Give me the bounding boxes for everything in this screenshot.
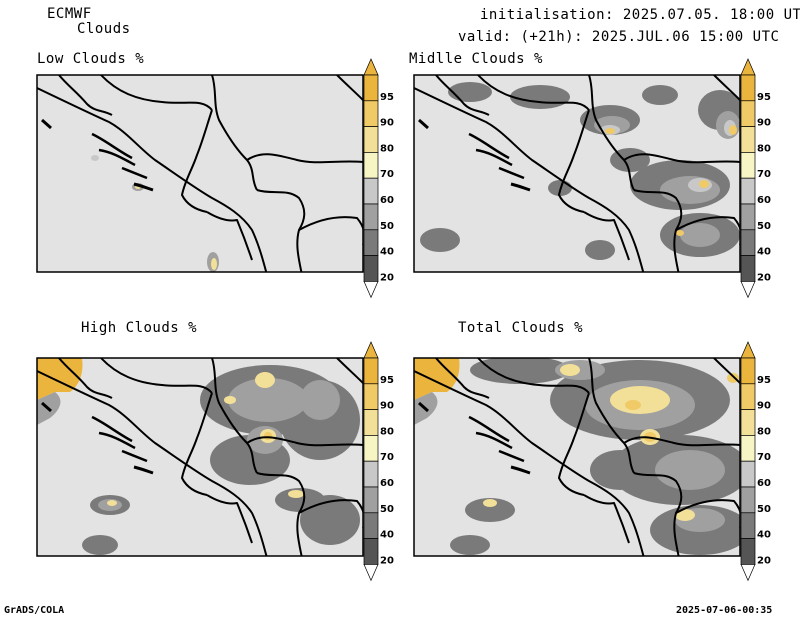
- colorbar-tick-label: 60: [757, 195, 771, 206]
- colorbar-top-right: 95 90 80 70 60 50 40 20: [740, 58, 771, 299]
- colorbar-tick-label: 50: [757, 504, 771, 515]
- product-name: Clouds: [77, 21, 131, 37]
- colorbar-tick-label: 60: [380, 195, 394, 206]
- colorbar-tick-label: 70: [757, 452, 771, 463]
- colorbar-top-arrow: [740, 341, 756, 359]
- colorbar-tick-label: 50: [380, 504, 394, 515]
- panel-title-middle: Midlle Clouds %: [409, 51, 543, 67]
- colorbar-segment: [740, 152, 756, 179]
- colorbar-tick-label: 20: [757, 555, 771, 566]
- colorbar-tick-label: 80: [380, 426, 394, 437]
- colorbar-tick-label: 20: [757, 272, 771, 283]
- colorbar-tick-label: 70: [757, 169, 771, 180]
- colorbar-segment: [740, 460, 756, 488]
- colorbar-tick-label: 40: [757, 530, 771, 541]
- colorbar-segment: [363, 460, 379, 488]
- colorbar-tick-label: 80: [757, 426, 771, 437]
- colorbar-segment: [363, 255, 379, 282]
- colorbar-segment: [740, 229, 756, 256]
- colorbar-tick-label: 40: [757, 247, 771, 258]
- colorbar-tick-label: 60: [380, 478, 394, 489]
- colorbar-segment: [363, 486, 379, 514]
- colorbar-bottom-arrow: [740, 564, 756, 582]
- model-name: ECMWF: [47, 6, 92, 22]
- footer-timestamp: 2025-07-06-00:35: [676, 605, 773, 616]
- colorbar-tick-label: 95: [757, 375, 771, 386]
- colorbar-top-arrow: [363, 341, 379, 359]
- panel-title-high: High Clouds %: [81, 320, 198, 336]
- colorbar-top-left: 95 90 80 70 60 50 40 20: [363, 58, 394, 299]
- colorbar-segment: [363, 512, 379, 539]
- colorbar-segment: [363, 152, 379, 179]
- colorbar-bottom-arrow: [740, 281, 756, 299]
- colorbar-bottom-arrow: [363, 281, 379, 299]
- panel-title-low: Low Clouds %: [37, 51, 145, 67]
- colorbar-tick-label: 95: [380, 375, 394, 386]
- colorbar-segment: [363, 409, 379, 436]
- init-time: initialisation: 2025.07.05. 18:00 UTC: [480, 7, 800, 23]
- colorbar-tick-label: 70: [380, 452, 394, 463]
- colorbar-tick-label: 40: [380, 530, 394, 541]
- colorbar-tick-label: 90: [380, 118, 394, 129]
- colorbar-tick-label: 90: [757, 118, 771, 129]
- colorbar-segment: [740, 203, 756, 231]
- colorbar-tick-label: 40: [380, 247, 394, 258]
- colorbar-tick-label: 50: [757, 221, 771, 232]
- colorbar-bottom-left: 95 90 80 70 60 50 40 20: [363, 341, 394, 582]
- colorbar-segment: [740, 538, 756, 565]
- colorbar-segment: [740, 357, 756, 385]
- colorbar-segment: [363, 538, 379, 565]
- colorbar-segment: [363, 229, 379, 256]
- colorbar-segment: [363, 100, 379, 127]
- colorbar-segment: [363, 383, 379, 410]
- colorbar-segment: [740, 409, 756, 436]
- colorbar-tick-label: 80: [380, 143, 394, 154]
- colorbar-bottom-right: 95 90 80 70 60 50 40 20: [740, 341, 771, 582]
- colorbar-segment: [363, 357, 379, 385]
- colorbar-segment: [740, 126, 756, 153]
- map-panel-low: [36, 74, 364, 273]
- colorbar-top-arrow: [740, 58, 756, 76]
- colorbar-segment: [363, 126, 379, 153]
- colorbar-segment: [740, 435, 756, 462]
- colorbar-tick-label: 20: [380, 272, 394, 283]
- panel-title-total: Total Clouds %: [458, 320, 584, 336]
- colorbar-top-arrow: [363, 58, 379, 76]
- footer-software: GrADS/COLA: [4, 605, 65, 616]
- map-panel-high: [36, 357, 364, 557]
- colorbar-segment: [363, 177, 379, 205]
- colorbar-tick-label: 95: [380, 92, 394, 103]
- colorbar-segment: [740, 74, 756, 102]
- colorbar-segment: [363, 435, 379, 462]
- colorbar-segment: [740, 100, 756, 127]
- colorbar-segment: [740, 486, 756, 514]
- map-panel-middle: [413, 74, 741, 273]
- colorbar-tick-label: 80: [757, 143, 771, 154]
- colorbar-segment: [740, 383, 756, 410]
- colorbar-tick-label: 90: [380, 401, 394, 412]
- colorbar-tick-label: 50: [380, 221, 394, 232]
- colorbar-tick-label: 20: [380, 555, 394, 566]
- valid-time: valid: (+21h): 2025.JUL.06 15:00 UTC: [458, 29, 780, 45]
- colorbar-segment: [740, 177, 756, 205]
- colorbar-segment: [363, 74, 379, 102]
- colorbar-segment: [740, 512, 756, 539]
- colorbar-segment: [740, 255, 756, 282]
- colorbar-segment: [363, 203, 379, 231]
- colorbar-tick-label: 95: [757, 92, 771, 103]
- colorbar-tick-label: 60: [757, 478, 771, 489]
- colorbar-bottom-arrow: [363, 564, 379, 582]
- map-panel-total: [413, 357, 741, 557]
- colorbar-tick-label: 70: [380, 169, 394, 180]
- colorbar-tick-label: 90: [757, 401, 771, 412]
